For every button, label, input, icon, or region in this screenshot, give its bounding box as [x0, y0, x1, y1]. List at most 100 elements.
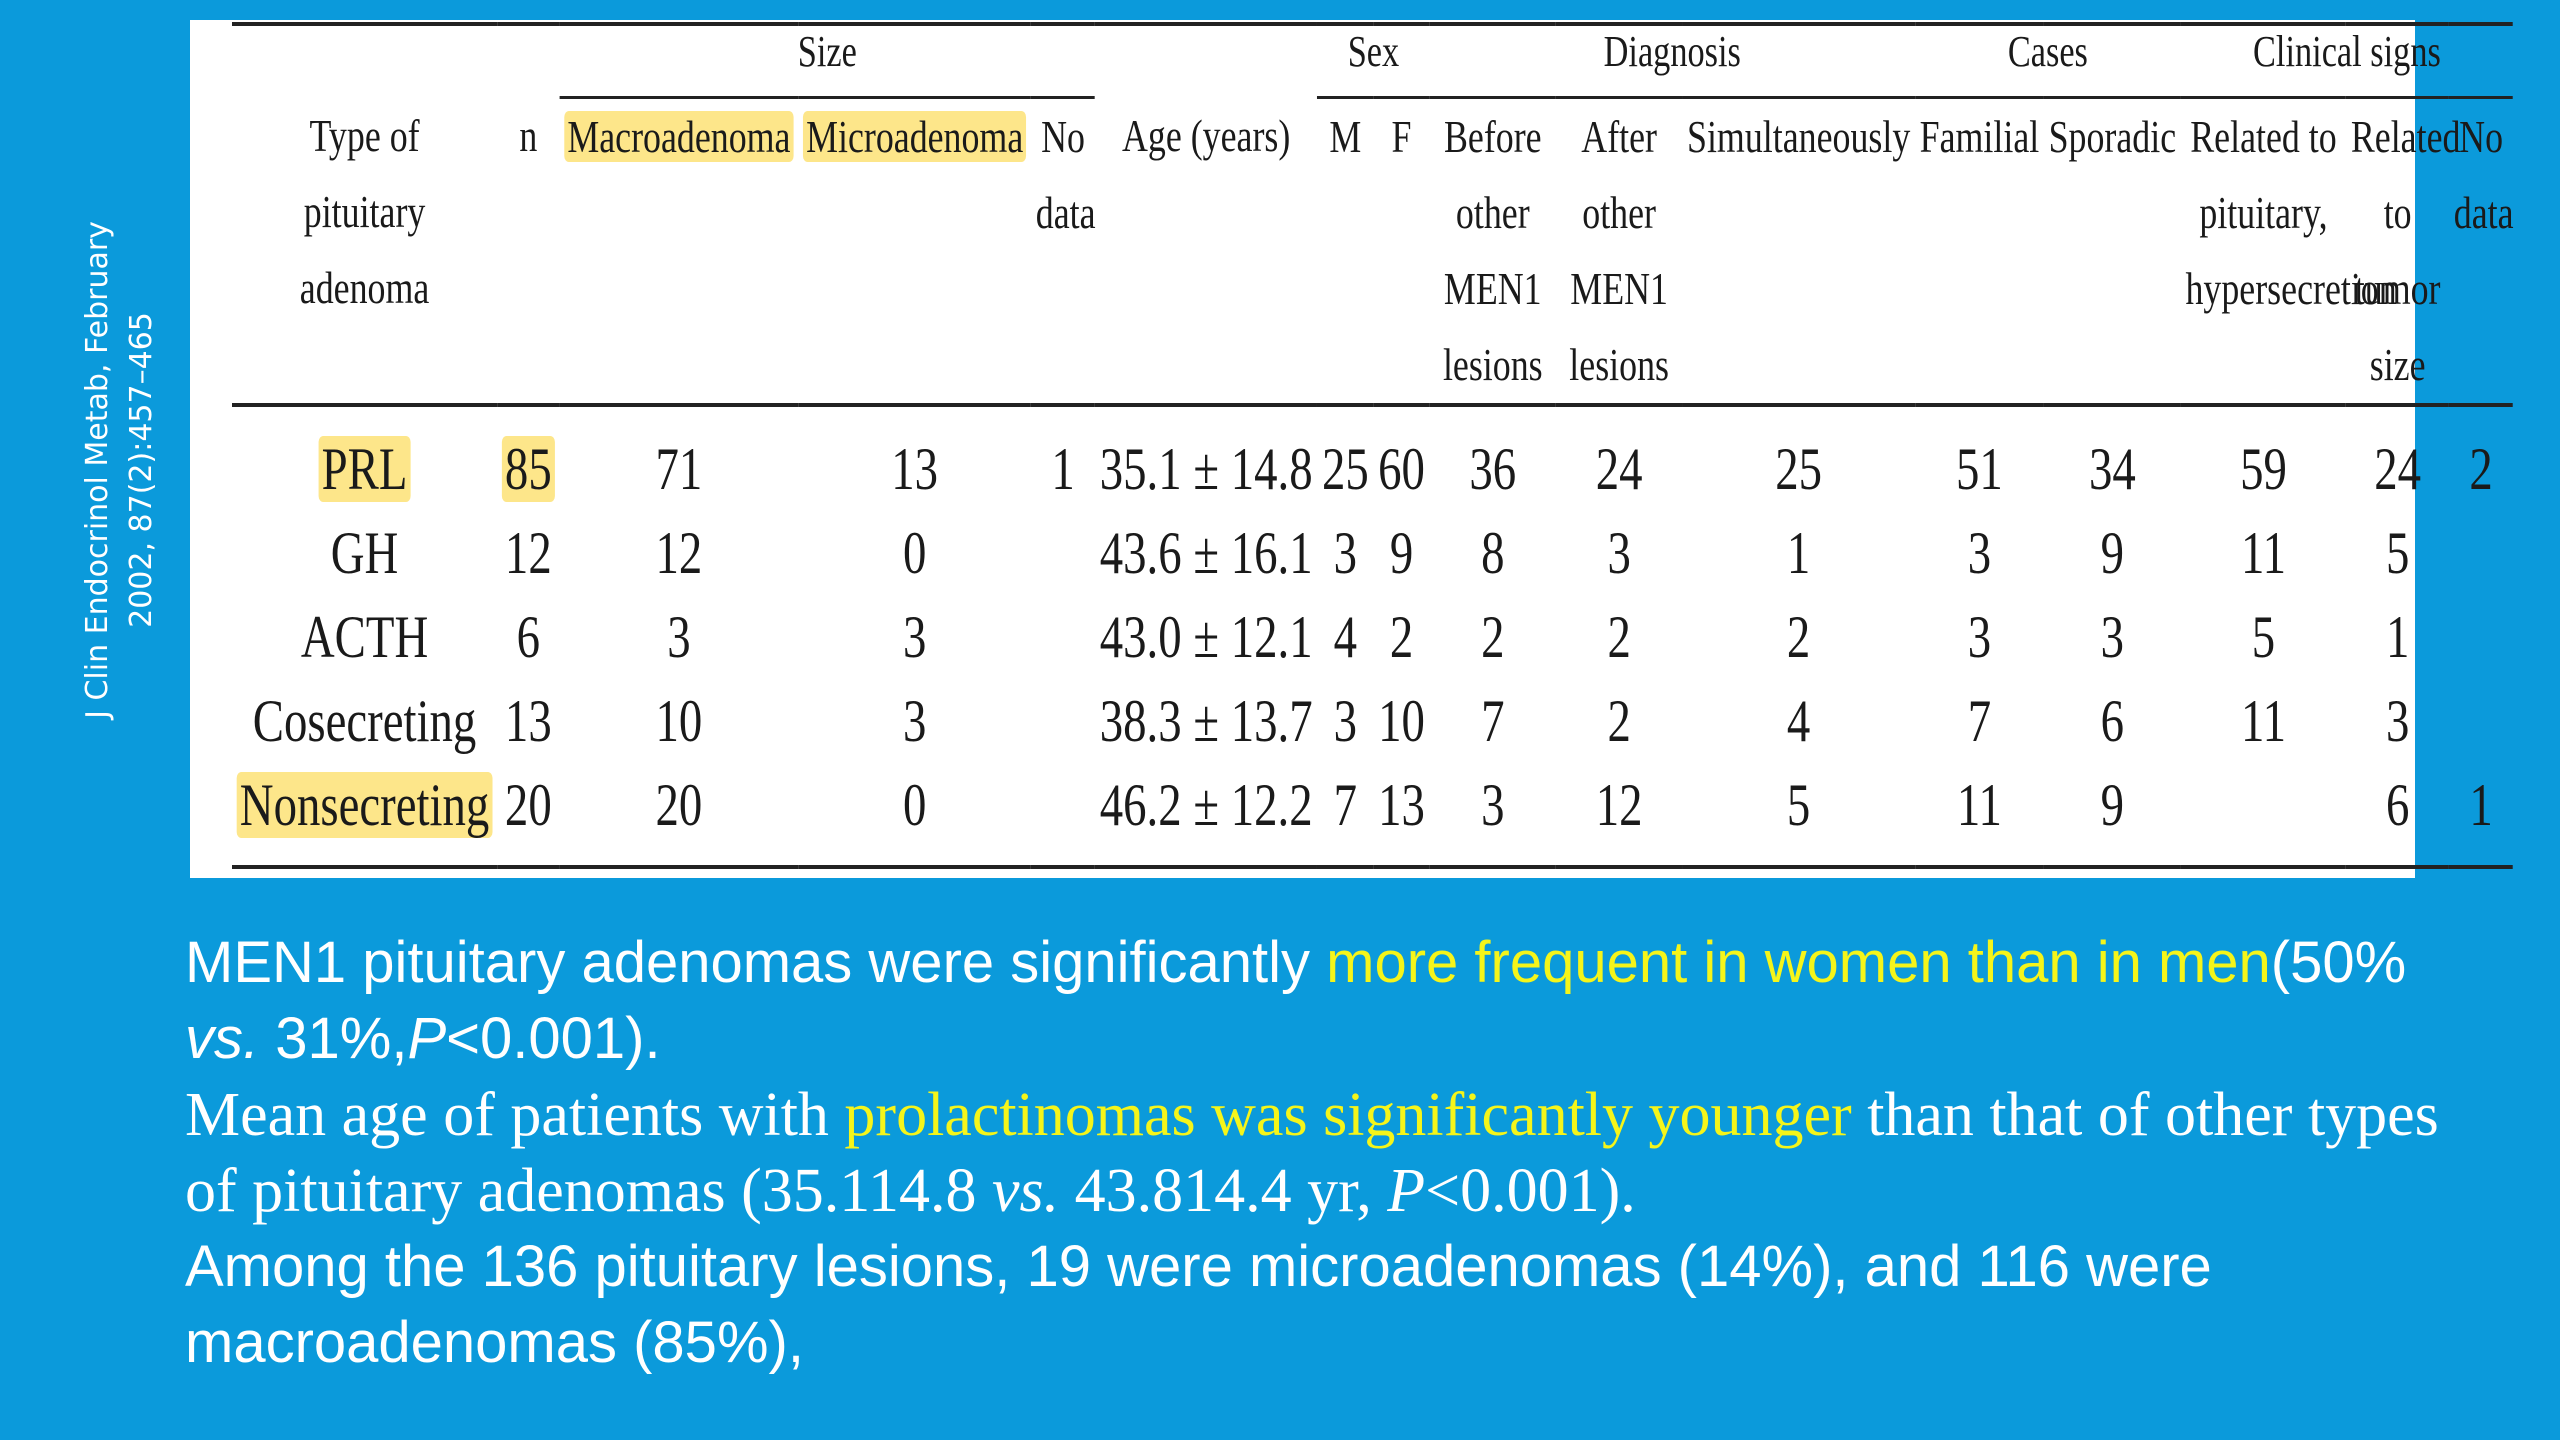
- table-row: PRL 85 71 13 1 35.1 ± 14.8 25 60 36 24 2…: [232, 405, 2513, 511]
- cell-f: 10: [1378, 688, 1425, 754]
- cell-n: 13: [504, 688, 552, 754]
- citation-line-1: J Clin Endocrinol Metab, February: [80, 221, 116, 719]
- cell-age: 35.1 ± 14.8: [1099, 436, 1313, 502]
- cell-age: 46.2 ± 12.2: [1095, 763, 1318, 869]
- cell-type: GH: [330, 520, 399, 586]
- col-microadenoma: Microadenoma: [798, 97, 1032, 407]
- col-related-tumor: Related to tumor size: [2346, 97, 2460, 407]
- group-header-cases: Cases: [1914, 22, 2181, 99]
- cell-type: Cosecreting: [252, 688, 477, 754]
- cell-familial: 3: [1967, 520, 1992, 586]
- cell-size-no-data: [1031, 595, 1095, 679]
- col-m: M: [1317, 97, 1374, 407]
- cell-simult: 4: [1786, 688, 1811, 754]
- cell-simult: 5: [1682, 763, 1915, 869]
- cell-macro: 71: [655, 436, 703, 502]
- group-header-sex: Sex: [1317, 22, 1430, 99]
- cell-sporadic: 9: [2100, 520, 2125, 586]
- cell-size-no-data: [1031, 679, 1095, 763]
- cell-before: 36: [1469, 436, 1517, 502]
- cell-familial: 11: [1914, 763, 2044, 869]
- cell-age: 43.0 ± 12.1: [1099, 604, 1313, 670]
- cell-related-tumor: 1: [2385, 604, 2410, 670]
- table-row: Cosecreting 13 10 3 38.3 ± 13.7 3 10 7 2…: [232, 679, 2513, 763]
- cell-f: 9: [1389, 520, 1414, 586]
- cell-related-tumor: 5: [2385, 520, 2410, 586]
- cell-m: 7: [1317, 763, 1374, 869]
- highlight-women: more frequent in women than in men: [1326, 930, 2271, 995]
- col-before: Before other MEN1 lesions: [1429, 97, 1556, 407]
- cell-m: 3: [1333, 520, 1358, 586]
- cell-simult: 1: [1786, 520, 1811, 586]
- cell-n: 12: [504, 520, 552, 586]
- cell-size-no-data: [1031, 763, 1096, 869]
- cell-after: 2: [1607, 688, 1631, 754]
- cell-macro: 10: [655, 688, 703, 754]
- col-macroadenoma: Macroadenoma: [559, 97, 799, 407]
- cell-micro: 3: [902, 604, 927, 670]
- cell-age: 38.3 ± 13.7: [1099, 688, 1313, 754]
- cell-f: 13: [1373, 763, 1430, 869]
- table-row: Nonsecreting 20 20 0 46.2 ± 12.2 7 13 3 …: [232, 763, 2514, 869]
- cell-after: 2: [1607, 604, 1631, 670]
- cell-macro: 3: [667, 604, 691, 670]
- table-panel: Size Sex Diagnosis Cases Clinical signs …: [190, 20, 2514, 878]
- cell-micro: 0: [798, 763, 1032, 869]
- paragraph-sex-frequency: MEN1 pituitary adenomas were significant…: [185, 930, 2407, 1071]
- cell-simult: 2: [1786, 604, 1811, 670]
- cell-related-tumor: 6: [2346, 763, 2450, 869]
- paragraph-lesions: Among the 136 pituitary lesions, 19 were…: [185, 1234, 2212, 1375]
- adenoma-table: Size Sex Diagnosis Cases Clinical signs …: [232, 22, 2514, 869]
- cell-familial: 3: [1967, 604, 1992, 670]
- cell-related-pit: 11: [2240, 520, 2287, 586]
- cell-related-tumor: 3: [2385, 688, 2410, 754]
- group-header-diagnosis: Diagnosis: [1429, 22, 1915, 99]
- cell-after: 24: [1595, 436, 1643, 502]
- summary-text: MEN1 pituitary adenomas were significant…: [185, 925, 2485, 1381]
- cell-micro: 3: [902, 688, 927, 754]
- col-related-pituitary: Related to pituitary, hypersecretion: [2180, 97, 2397, 407]
- cell-micro: 13: [891, 436, 939, 502]
- cell-m: 3: [1333, 688, 1358, 754]
- col-n: n: [497, 97, 560, 407]
- table-row: GH 12 12 0 43.6 ± 16.1 3 9 8 3 1 3 9 11 …: [232, 511, 2513, 595]
- cell-related-pit: 59: [2240, 436, 2287, 502]
- cell-simult: 25: [1775, 436, 1823, 502]
- col-simultaneously: Simultaneously: [1682, 97, 1915, 407]
- cell-related-pit: 5: [2251, 604, 2276, 670]
- group-header-size: Size: [559, 22, 1096, 99]
- col-size-no-data: No data: [1031, 97, 1096, 407]
- cell-after: 3: [1607, 520, 1631, 586]
- cell-clin-no-data: 2: [2469, 436, 2493, 502]
- cell-before: 3: [1429, 763, 1556, 869]
- col-f: F: [1373, 97, 1430, 407]
- cell-f: 60: [1378, 436, 1425, 502]
- paragraph-age: Mean age of patients with prolactinomas …: [185, 1081, 2439, 1225]
- cell-macro: 12: [655, 520, 703, 586]
- col-after: After other MEN1 lesions: [1555, 97, 1683, 407]
- cell-n: 85: [497, 405, 559, 511]
- group-header-clinical-signs: Clinical signs: [2180, 22, 2514, 99]
- cell-size-no-data: [1031, 511, 1095, 595]
- cell-sporadic: 34: [2088, 436, 2136, 502]
- table-row: ACTH 6 3 3 43.0 ± 12.1 4 2 2 2 2 3 3 5 1: [232, 595, 2513, 679]
- highlight-prolactinomas: prolactinomas was significantly younger: [844, 1081, 1852, 1149]
- cell-m: 4: [1333, 604, 1358, 670]
- cell-familial: 51: [1956, 436, 2003, 502]
- cell-clin-no-data: [2449, 679, 2513, 763]
- cell-size-no-data: 1: [1051, 436, 1075, 502]
- cell-familial: 7: [1967, 688, 1992, 754]
- cell-type: PRL: [232, 405, 497, 511]
- citation-line-2: 2002, 87(2):457–465: [124, 312, 160, 628]
- cell-f: 2: [1389, 604, 1414, 670]
- col-type: Type of pituitary adenoma: [232, 97, 498, 407]
- cell-related-pit: [2180, 763, 2347, 869]
- cell-sporadic: 6: [2100, 688, 2125, 754]
- citation-note: J Clin Endocrinol Metab, February 2002, …: [60, 200, 180, 740]
- cell-n: 20: [497, 763, 560, 869]
- col-sporadic: Sporadic: [2043, 97, 2181, 407]
- cell-macro: 20: [559, 763, 799, 869]
- cell-before: 2: [1481, 604, 1505, 670]
- cell-type: ACTH: [300, 604, 429, 670]
- col-clinical-no-data: No data: [2449, 97, 2514, 407]
